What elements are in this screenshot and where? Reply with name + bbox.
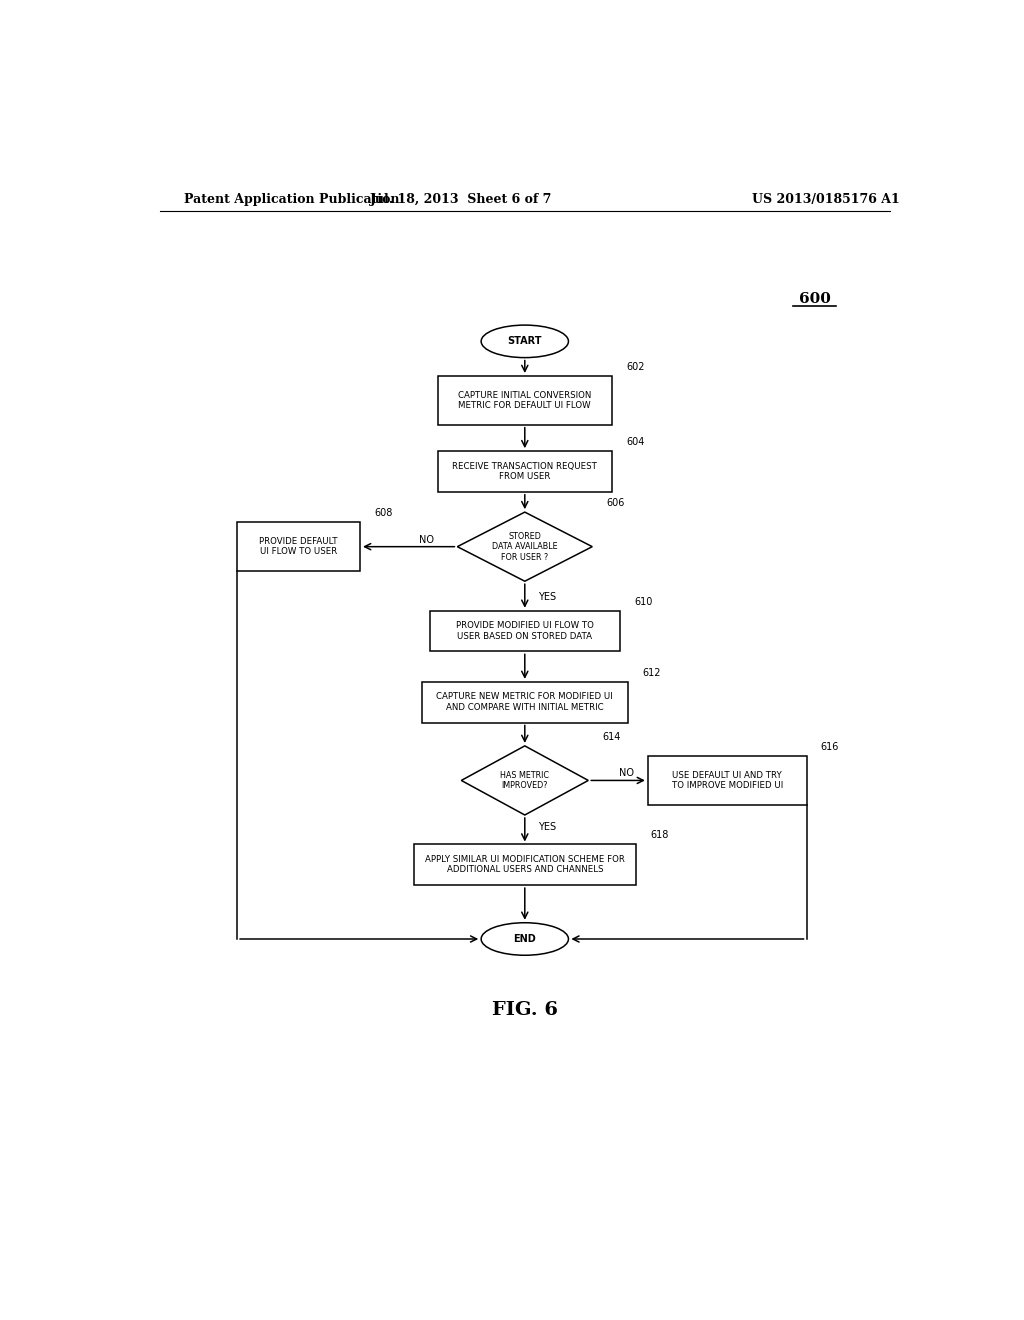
Text: 606: 606 (606, 498, 625, 508)
Text: 612: 612 (642, 668, 660, 677)
Text: CAPTURE NEW METRIC FOR MODIFIED UI
AND COMPARE WITH INITIAL METRIC: CAPTURE NEW METRIC FOR MODIFIED UI AND C… (436, 693, 613, 711)
Text: NO: NO (419, 535, 434, 545)
Text: USE DEFAULT UI AND TRY
TO IMPROVE MODIFIED UI: USE DEFAULT UI AND TRY TO IMPROVE MODIFI… (672, 771, 782, 791)
Ellipse shape (481, 325, 568, 358)
FancyBboxPatch shape (414, 845, 636, 886)
Text: END: END (513, 935, 537, 944)
Text: Patent Application Publication: Patent Application Publication (183, 193, 399, 206)
Polygon shape (458, 512, 592, 581)
Text: 618: 618 (650, 830, 669, 841)
FancyBboxPatch shape (238, 523, 360, 572)
Text: PROVIDE DEFAULT
UI FLOW TO USER: PROVIDE DEFAULT UI FLOW TO USER (259, 537, 338, 556)
FancyBboxPatch shape (430, 611, 620, 651)
Text: 616: 616 (821, 742, 840, 752)
Text: 600: 600 (799, 292, 830, 306)
FancyBboxPatch shape (422, 682, 628, 722)
Text: FIG. 6: FIG. 6 (492, 1001, 558, 1019)
FancyBboxPatch shape (648, 756, 807, 805)
Text: YES: YES (538, 822, 556, 832)
Text: YES: YES (538, 593, 556, 602)
FancyBboxPatch shape (437, 451, 612, 492)
Text: PROVIDE MODIFIED UI FLOW TO
USER BASED ON STORED DATA: PROVIDE MODIFIED UI FLOW TO USER BASED O… (456, 622, 594, 640)
Text: RECEIVE TRANSACTION REQUEST
FROM USER: RECEIVE TRANSACTION REQUEST FROM USER (453, 462, 597, 482)
Text: 602: 602 (627, 362, 645, 372)
Text: Jul. 18, 2013  Sheet 6 of 7: Jul. 18, 2013 Sheet 6 of 7 (370, 193, 553, 206)
Text: US 2013/0185176 A1: US 2013/0185176 A1 (753, 193, 900, 206)
Text: STORED
DATA AVAILABLE
FOR USER ?: STORED DATA AVAILABLE FOR USER ? (492, 532, 558, 561)
Polygon shape (461, 746, 588, 814)
Text: 614: 614 (602, 731, 621, 742)
Text: HAS METRIC
IMPROVED?: HAS METRIC IMPROVED? (501, 771, 549, 791)
Text: APPLY SIMILAR UI MODIFICATION SCHEME FOR
ADDITIONAL USERS AND CHANNELS: APPLY SIMILAR UI MODIFICATION SCHEME FOR… (425, 855, 625, 874)
Text: START: START (508, 337, 542, 346)
Ellipse shape (481, 923, 568, 956)
Text: 610: 610 (634, 597, 652, 607)
Text: NO: NO (618, 768, 634, 779)
Text: 604: 604 (627, 437, 645, 447)
Text: CAPTURE INITIAL CONVERSION
METRIC FOR DEFAULT UI FLOW: CAPTURE INITIAL CONVERSION METRIC FOR DE… (458, 391, 592, 411)
FancyBboxPatch shape (437, 376, 612, 425)
Text: 608: 608 (375, 508, 393, 519)
